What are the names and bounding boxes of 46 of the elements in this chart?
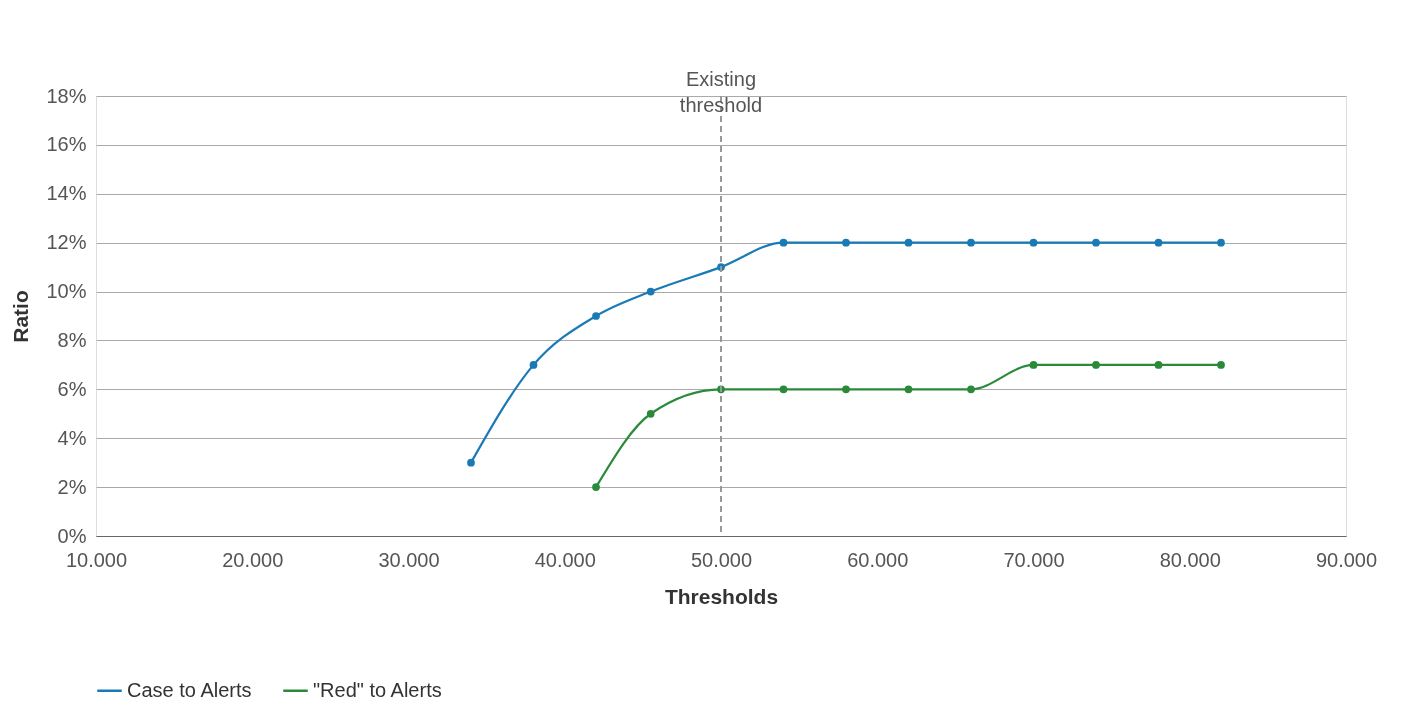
point xyxy=(1029,238,1038,247)
x-axis-title: Thresholds xyxy=(664,584,779,608)
y-tick-label: 18% xyxy=(46,84,87,107)
x-tick-label: 70.000 xyxy=(1003,548,1065,571)
point xyxy=(1092,361,1100,369)
y-tick-label: 12% xyxy=(46,231,87,254)
y-tick-label: 14% xyxy=(46,182,87,205)
y-tick-label: 16% xyxy=(46,133,87,156)
point xyxy=(904,385,913,394)
y-tick-label: 4% xyxy=(57,426,87,449)
x-tick-label: 60.000 xyxy=(847,548,909,571)
point xyxy=(1217,238,1225,247)
point xyxy=(1217,361,1225,369)
point xyxy=(779,385,788,394)
y-tick-label: 6% xyxy=(57,377,87,400)
point xyxy=(967,238,975,247)
ref-line-label: Existing threshold xyxy=(679,68,763,116)
point xyxy=(779,238,788,247)
point xyxy=(467,458,475,467)
point xyxy=(967,385,975,394)
y-tick-label: 8% xyxy=(57,328,87,351)
x-tick-label: 20.000 xyxy=(222,548,284,571)
point xyxy=(646,287,655,296)
point xyxy=(529,361,538,369)
y-tick-label: 0% xyxy=(57,524,87,547)
point xyxy=(592,483,600,491)
legend-label: "Red" to Alerts xyxy=(313,678,442,701)
y-tick-label: 2% xyxy=(57,475,87,498)
point xyxy=(904,238,913,247)
y-axis-title: Ratio xyxy=(9,290,33,343)
point xyxy=(592,312,600,320)
legend-label: Case to Alerts xyxy=(127,678,252,701)
x-tick-label: 30.000 xyxy=(378,548,440,571)
point xyxy=(842,385,850,394)
x-tick-label: 40.000 xyxy=(534,548,596,571)
point xyxy=(842,238,850,247)
x-tick-label: 90.000 xyxy=(1315,548,1378,571)
y-tick-label: 10% xyxy=(46,280,87,303)
x-tick-label: 80.000 xyxy=(1159,548,1221,571)
x-tick-label: 50.000 xyxy=(690,548,753,571)
x-tick-label: 10.000 xyxy=(65,548,128,571)
point xyxy=(646,409,655,418)
point xyxy=(1154,361,1163,369)
point xyxy=(1029,361,1038,369)
point xyxy=(1154,238,1163,247)
point xyxy=(1092,238,1100,247)
